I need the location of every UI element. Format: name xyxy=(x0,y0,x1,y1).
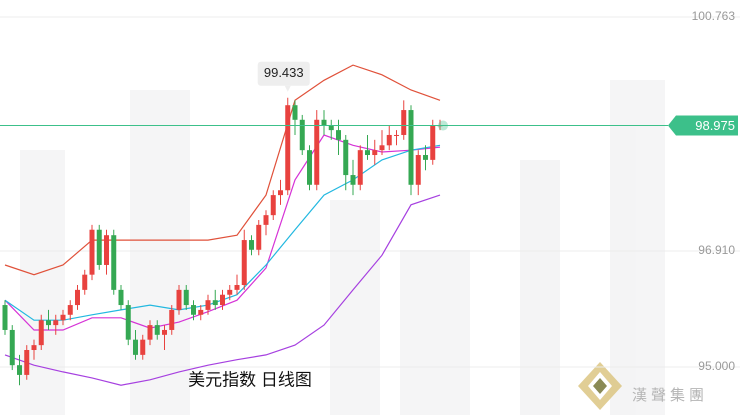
candle-body xyxy=(249,240,254,250)
last-price-glow xyxy=(438,120,448,131)
candle-body xyxy=(263,215,269,225)
y-tick-label: 96.910 xyxy=(698,243,735,257)
high-annotation-box xyxy=(257,61,310,86)
candle-body xyxy=(118,289,124,306)
candle-body xyxy=(38,320,44,346)
chart-title: 美元指数 日线图 xyxy=(188,370,312,389)
candle-body xyxy=(89,229,95,275)
candle-body xyxy=(46,320,51,326)
candle-body xyxy=(307,150,312,185)
candle-body xyxy=(24,350,30,375)
candle-body xyxy=(154,325,160,335)
y-tick-label: 95.000 xyxy=(698,359,735,373)
candle-body xyxy=(169,309,175,330)
candle-body xyxy=(104,235,109,265)
candle-body xyxy=(17,365,22,375)
candle-body xyxy=(328,125,334,131)
candle-body xyxy=(336,130,341,140)
candle-body xyxy=(133,339,138,355)
candle-body xyxy=(227,289,233,295)
candle-body xyxy=(2,305,8,330)
candle-body xyxy=(372,150,378,156)
candle-body xyxy=(198,309,204,315)
candle-body xyxy=(191,305,196,315)
last-price-tag xyxy=(668,115,738,136)
candle-body xyxy=(147,325,153,340)
candle-body xyxy=(401,110,407,135)
brand-logo xyxy=(578,362,622,410)
candle-body xyxy=(365,150,370,156)
candle-body xyxy=(31,345,37,351)
candle-body xyxy=(241,240,247,286)
candle-body xyxy=(53,320,59,326)
candle-body xyxy=(96,229,102,265)
candle-body xyxy=(234,285,240,290)
candle-body xyxy=(82,274,88,290)
candle-body xyxy=(140,339,146,355)
candle-body xyxy=(292,105,298,120)
y-tick-label: 100.763 xyxy=(692,9,736,23)
candle-body xyxy=(343,139,349,176)
candle-body xyxy=(357,150,363,185)
candle-body xyxy=(299,119,305,151)
candle-body xyxy=(212,300,218,306)
candle-body xyxy=(205,300,211,310)
candle-body xyxy=(321,119,327,126)
indicator-line xyxy=(4,64,441,276)
candle-body xyxy=(350,175,356,185)
candle-body xyxy=(125,305,131,340)
candle-body xyxy=(386,134,392,146)
candle-body xyxy=(394,134,399,136)
candle-body xyxy=(220,294,225,306)
candle-body xyxy=(67,305,73,315)
candle-body xyxy=(379,145,385,151)
candle-body xyxy=(423,155,428,160)
candle-body xyxy=(430,125,436,160)
watermark-buildings xyxy=(20,80,665,415)
candle-body xyxy=(75,289,80,306)
candle-body xyxy=(314,119,320,185)
candle-body xyxy=(256,224,262,250)
indicator-line xyxy=(4,194,441,386)
candle-body xyxy=(270,195,276,216)
candle-body xyxy=(176,289,182,310)
candle-body xyxy=(415,155,421,185)
candle-body xyxy=(111,235,117,290)
candle-body xyxy=(162,329,167,335)
candle-body xyxy=(408,110,414,185)
last-price-label: 98.975 xyxy=(695,118,735,133)
candle-body xyxy=(278,190,283,196)
candle-body xyxy=(60,314,66,321)
high-annotation-pointer xyxy=(284,85,291,92)
candle-body xyxy=(9,329,15,366)
candle-body xyxy=(183,289,189,306)
brand-name: 漢聲集團 xyxy=(632,387,708,404)
candle-body xyxy=(285,105,291,191)
high-annotation-label: 99.433 xyxy=(264,65,304,80)
